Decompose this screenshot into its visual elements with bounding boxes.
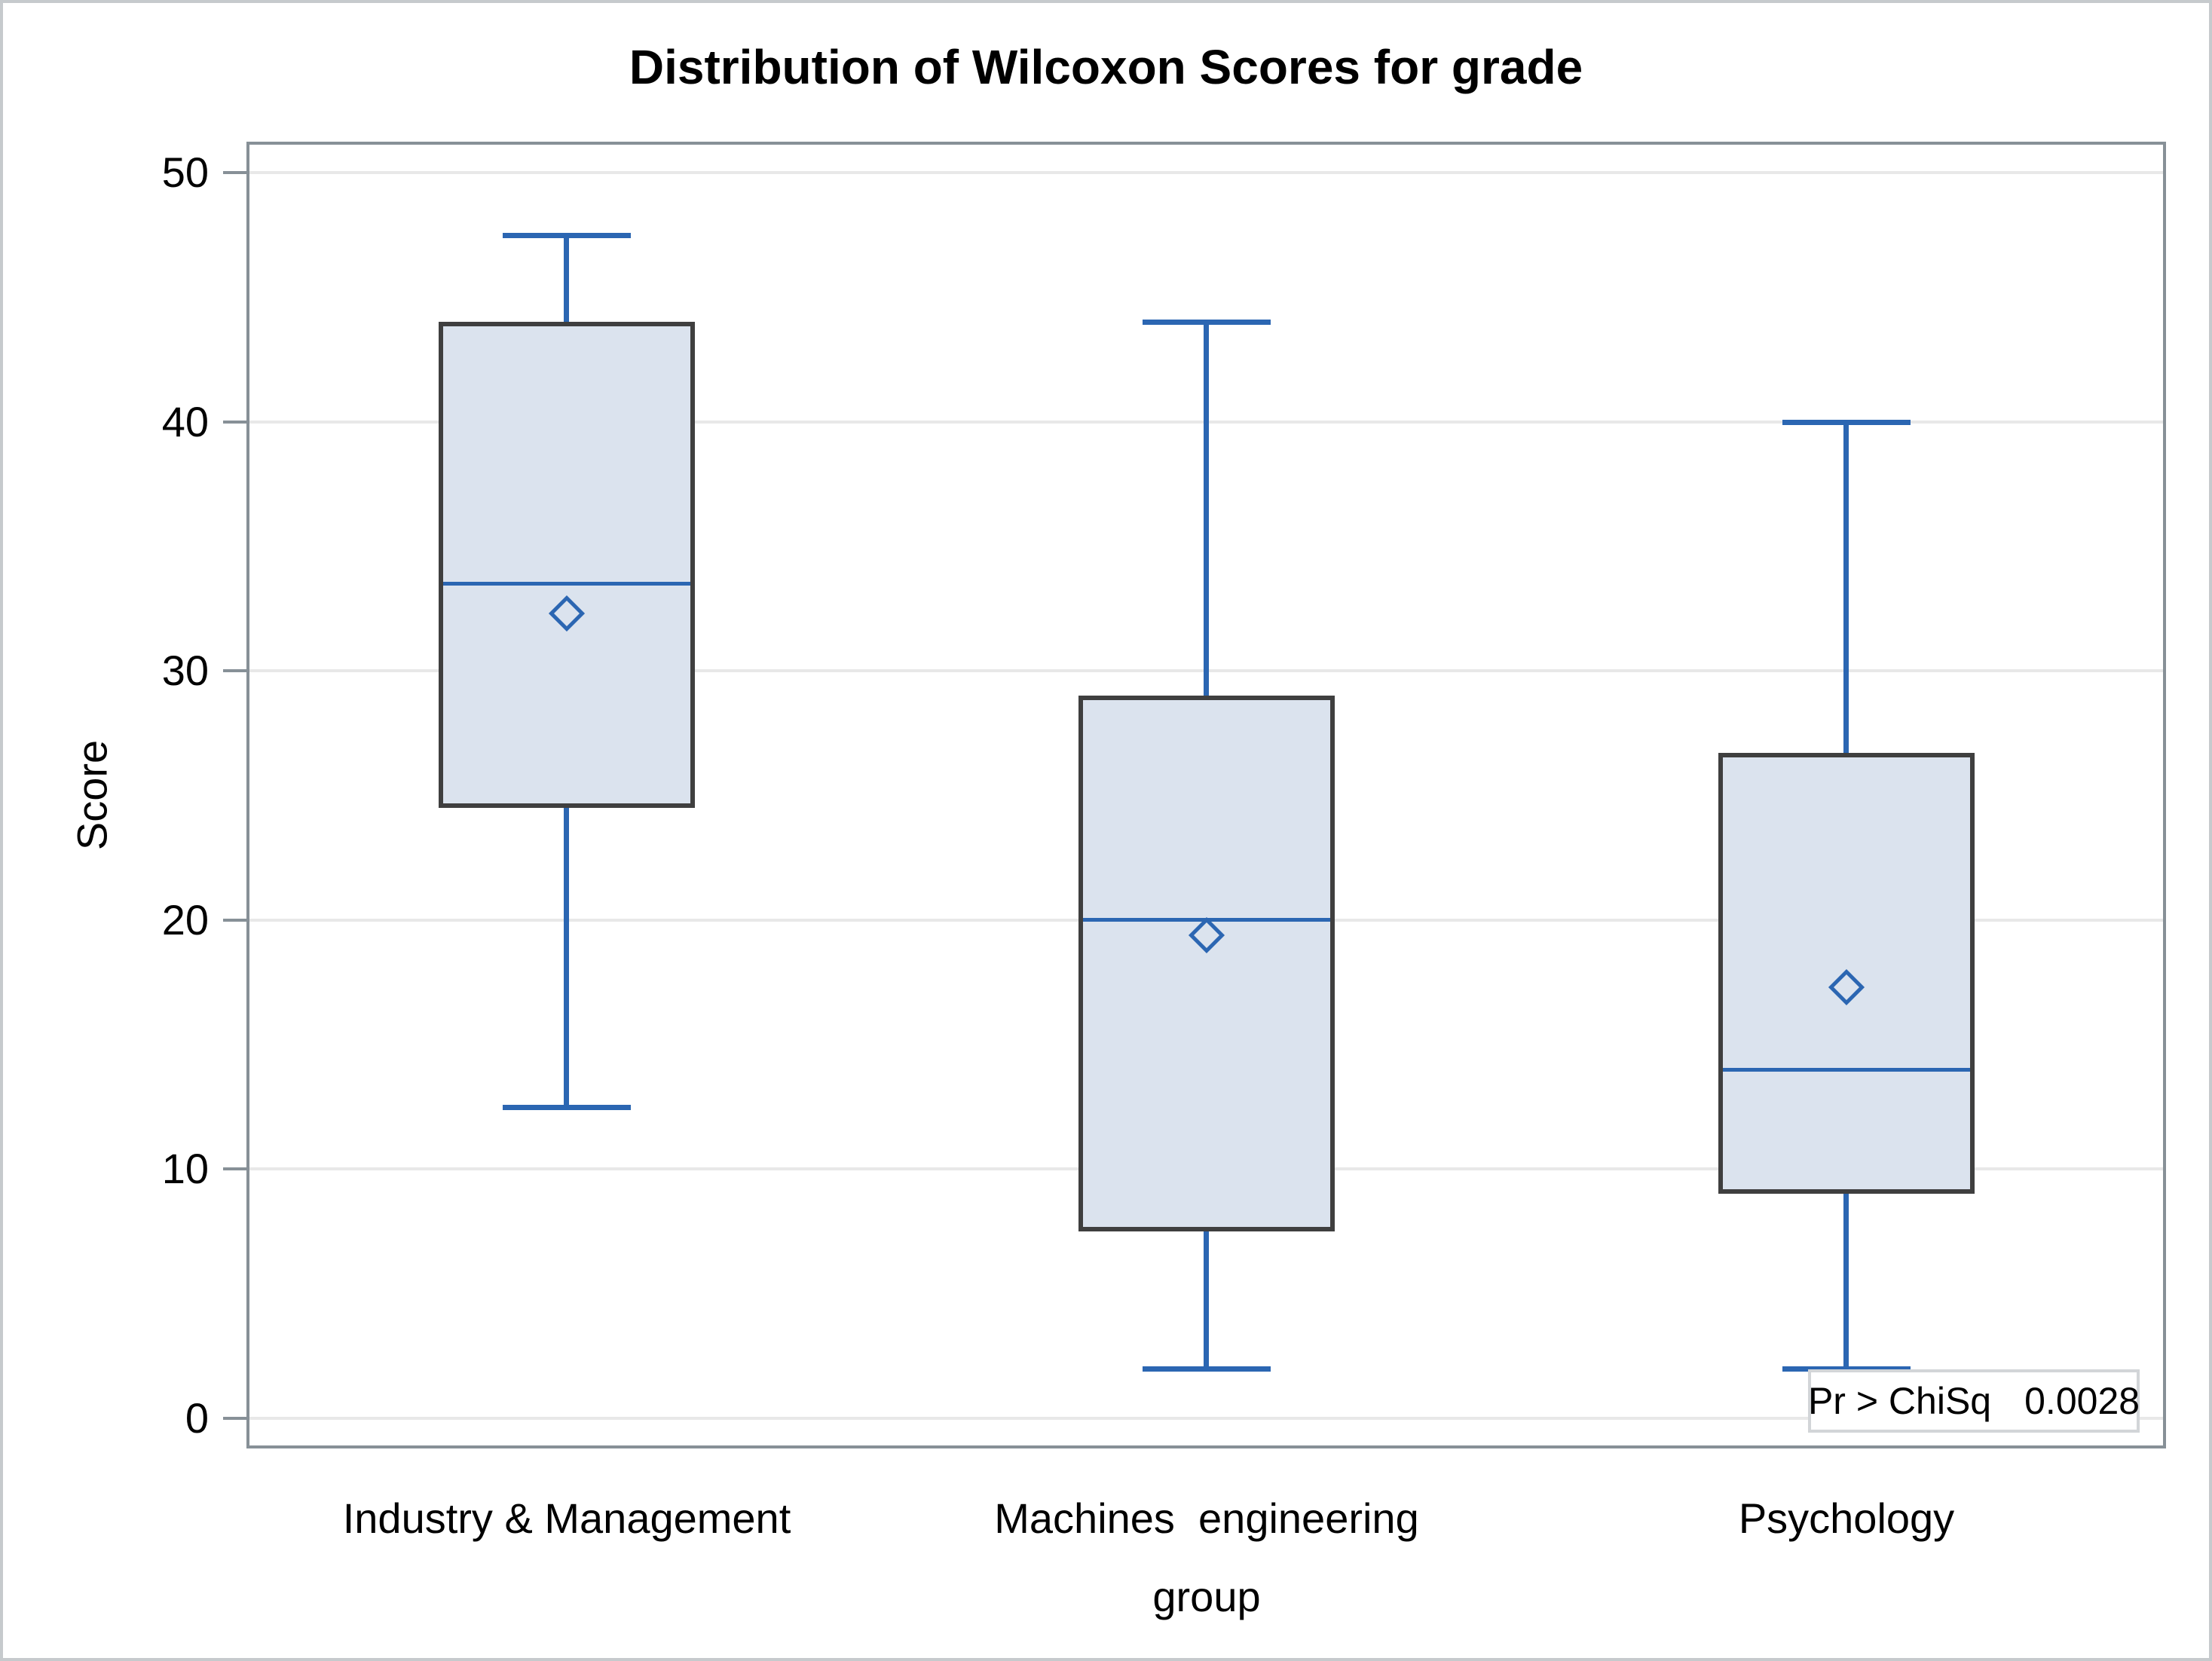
- y-tick: [223, 1167, 246, 1170]
- y-tick: [223, 421, 246, 424]
- category-label: Psychology: [1738, 1494, 1955, 1542]
- stat-value: 0.0028: [2024, 1380, 2140, 1422]
- y-tick-label: 10: [161, 1145, 209, 1192]
- chart-title: Distribution of Wilcoxon Scores for grad…: [629, 40, 1583, 94]
- box-whisker-lower: [1843, 1194, 1849, 1368]
- y-tick: [223, 669, 246, 672]
- whisker-cap-top: [1143, 320, 1271, 325]
- category-label: Industry & Management: [342, 1494, 791, 1542]
- median-line: [1723, 1068, 1970, 1072]
- box-iqr: [439, 322, 695, 808]
- y-tick: [223, 171, 246, 174]
- box-whisker-upper: [1843, 422, 1849, 754]
- box-whisker-lower: [1204, 1231, 1209, 1369]
- y-tick-label: 20: [161, 896, 209, 944]
- gridline: [246, 1417, 2166, 1420]
- y-tick: [223, 1417, 246, 1420]
- stat-label: Pr > ChiSq: [1807, 1380, 1992, 1422]
- box-whisker-upper: [564, 235, 569, 323]
- whisker-cap-bottom: [1782, 1366, 1911, 1372]
- median-line: [1083, 918, 1330, 922]
- median-line: [443, 582, 690, 586]
- gridline: [246, 171, 2166, 174]
- box-iqr: [1078, 696, 1335, 1231]
- box-whisker-lower: [564, 808, 569, 1107]
- category-label: Machines engineering: [994, 1494, 1419, 1542]
- y-tick-label: 40: [161, 398, 209, 445]
- y-tick-label: 50: [161, 148, 209, 196]
- chart-layer: 0 10 20 30 40 50 Industry & Management Machines…: [3, 3, 2209, 1658]
- x-axis-label: group: [1152, 1573, 1261, 1620]
- whisker-cap-top: [503, 233, 631, 238]
- stat-inset: Pr > ChiSq 0.0028: [1808, 1369, 2140, 1433]
- plot-area: [246, 142, 2166, 1448]
- y-tick: [223, 919, 246, 922]
- y-tick-label: 0: [185, 1394, 209, 1442]
- box-iqr: [1718, 753, 1975, 1194]
- whisker-cap-top: [1782, 420, 1911, 425]
- box-whisker-upper: [1204, 322, 1209, 696]
- y-tick-label: 30: [161, 647, 209, 694]
- whisker-cap-bottom: [1143, 1366, 1271, 1372]
- whisker-cap-bottom: [503, 1105, 631, 1110]
